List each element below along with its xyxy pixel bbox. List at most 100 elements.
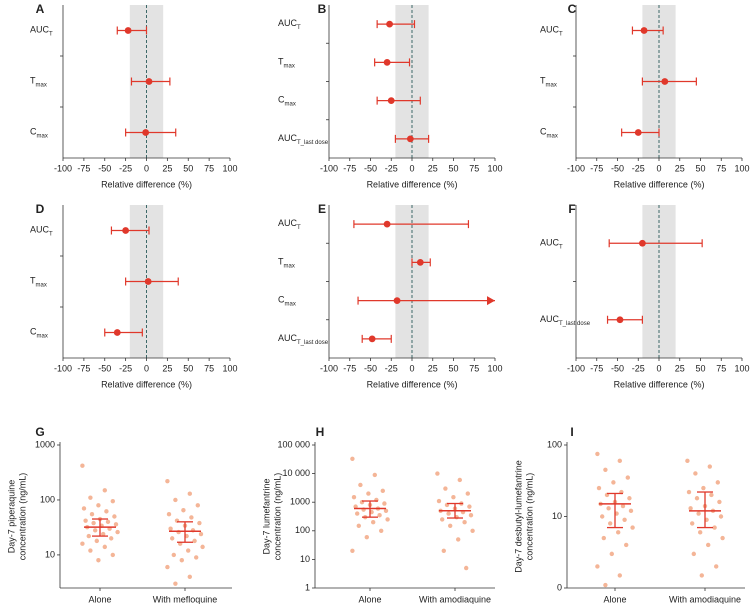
data-point [624,542,629,548]
estimate-point [368,335,376,343]
data-point [707,464,712,469]
data-point [110,498,116,504]
data-point [194,555,199,560]
x-tick-label: -75 [77,363,90,373]
estimate-point [144,278,152,285]
data-point [712,525,717,530]
category-label: Tmax [278,257,295,269]
category-label: Cmax [278,95,296,107]
estimate-point [386,20,393,28]
x-tick-label: 0 [656,363,661,373]
x-axis-label: Relative difference (%) [367,379,458,389]
data-point [112,514,117,519]
y-tick-label: 10 [300,554,310,564]
data-point [714,564,719,569]
data-point [625,475,630,480]
category-label: AUCT [278,19,301,31]
y-tick-label: 100 [547,439,562,449]
data-point [440,517,445,522]
x-tick-label: -50 [364,363,377,373]
data-point [601,535,606,541]
x-tick-label: -100 [54,363,72,373]
estimate-point [383,220,391,228]
estimate-point [634,129,642,136]
data-point [96,503,101,508]
x-tick-label: -50 [611,163,624,173]
data-point [198,531,204,537]
data-point [189,515,194,520]
x-axis-label: Relative difference (%) [614,379,705,389]
y-axis-label: concentration (ng/mL) [17,473,27,561]
data-point [720,535,725,541]
x-tick-label: 0 [656,163,661,173]
data-point [609,551,614,557]
data-point [353,504,358,509]
y-axis-label: concentration (ng/mL) [524,473,534,561]
category-main: AUC [278,219,298,229]
data-point [94,538,100,544]
estimate-point [145,78,153,85]
data-point [443,486,448,491]
data-point [451,494,456,500]
estimate-point [387,97,395,105]
x-tick-label: 75 [469,163,479,173]
x-tick-label: -75 [590,163,603,173]
data-point [691,551,696,557]
x-tick-label: -100 [320,363,338,373]
data-point [86,533,92,539]
estimate-point [124,27,132,34]
data-point [372,472,377,478]
estimate-point [416,258,424,266]
x-tick-label: -100 [567,363,585,373]
y-tick-label: 1 [305,582,310,592]
data-point [104,509,109,514]
data-point [699,573,704,578]
data-point [89,512,95,517]
data-point [165,478,170,484]
data-point [603,582,608,588]
data-point [350,456,355,461]
x-tick-label: 75 [469,363,479,373]
estimate-point [383,58,391,66]
data-point [385,517,390,522]
x-tick-label: 50 [448,163,458,173]
x-tick-label: 100 [487,163,502,173]
data-point [101,531,106,537]
data-point [371,519,376,525]
category-label: AUCT [30,25,53,37]
x-tick-label: -50 [98,363,111,373]
category-label: Cmax [30,327,48,339]
data-point [685,458,690,464]
data-point [383,508,389,514]
data-point [186,548,191,553]
x-tick-label: -50 [611,363,624,373]
data-point [617,458,622,464]
x-axis-label: Relative difference (%) [101,179,192,189]
category-main: AUC [278,333,298,343]
category-main: C [278,95,285,105]
data-point [80,463,85,468]
x-tick-label: -25 [119,163,132,173]
y-tick-label: 10 [45,549,55,559]
data-point [448,523,453,528]
data-point [93,528,98,533]
x-tick-label: With amodiaquine [419,594,491,604]
x-tick-label: -75 [343,163,356,173]
x-tick-label: Alone [88,594,111,604]
data-point [105,519,111,525]
estimate-point [142,129,150,136]
data-point [350,548,355,553]
x-tick-label: 50 [695,363,705,373]
category-sub: max [37,333,48,339]
category-sub: max [284,63,295,69]
category-label: Tmax [30,276,47,288]
x-tick-label: 75 [716,163,726,173]
y-tick-label: 100 000 [277,439,310,449]
y-tick-label: 1000 [290,497,310,507]
x-tick-label: Alone [603,594,626,604]
data-point [467,504,472,509]
data-point [620,503,626,509]
x-tick-label: 100 [487,363,502,373]
data-point [96,558,101,563]
category-main: T [30,76,36,86]
